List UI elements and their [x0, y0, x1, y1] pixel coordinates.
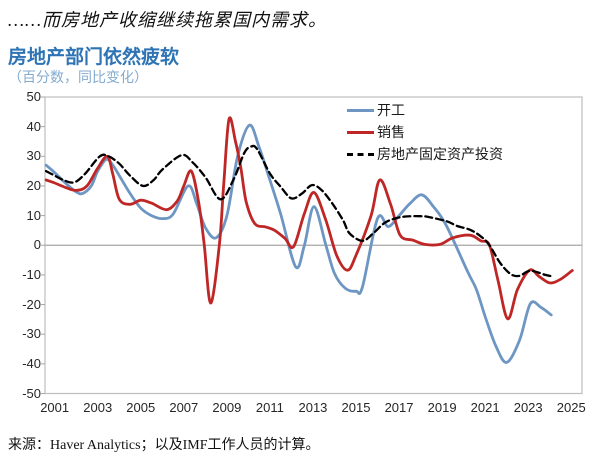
x-tick-label: 2003	[83, 400, 113, 415]
chart-subtitle: （百分数，同比变化）	[8, 69, 148, 85]
y-tick-label: 30	[26, 148, 41, 164]
legend-label: 开工	[377, 102, 405, 118]
x-tick-label: 2001	[40, 400, 70, 415]
legend-label: 销售	[377, 124, 405, 140]
x-tick-label: 2005	[126, 400, 156, 415]
chart-legend: 开工销售房地产固定资产投资	[347, 99, 503, 165]
source-note: 来源：Haver Analytics；以及IMF工作人员的计算。	[8, 438, 320, 453]
legend-item: 开工	[347, 99, 503, 121]
legend-item: 房地产固定资产投资	[347, 143, 503, 165]
y-tick-label: -20	[22, 296, 41, 312]
legend-label: 房地产固定资产投资	[377, 146, 503, 162]
x-tick-label: 2019	[427, 400, 457, 415]
x-tick-label: 2007	[169, 400, 199, 415]
page-heading: ……而房地产收缩继续拖累国内需求。	[8, 10, 328, 30]
x-tick-label: 2013	[298, 400, 328, 415]
x-tick-label: 2009	[212, 400, 242, 415]
x-tick-label: 2021	[470, 400, 500, 415]
y-tick-label: 40	[26, 118, 41, 134]
x-tick-label: 2023	[513, 400, 543, 415]
series-line-2	[44, 116, 574, 321]
x-tick-label: 2017	[384, 400, 414, 415]
x-tick-label: 2011	[255, 400, 284, 415]
legend-item: 销售	[347, 121, 503, 143]
x-tick-label: 2025	[556, 400, 586, 415]
x-tick-label: 2015	[341, 400, 371, 415]
series-line-3	[44, 144, 556, 278]
y-tick-label: 20	[26, 177, 41, 193]
y-tick-label: 0	[33, 237, 41, 253]
y-tick-label: -30	[22, 326, 41, 342]
series-line-1	[44, 123, 553, 364]
y-tick-label: -40	[22, 355, 41, 371]
y-tick-label: -10	[22, 266, 41, 282]
y-tick-label: 10	[26, 207, 41, 223]
legend-line-marker	[347, 130, 374, 134]
y-tick-label: 50	[26, 89, 41, 104]
y-tick-label: -50	[22, 385, 41, 401]
chart-title: 房地产部门依然疲软	[8, 47, 180, 68]
legend-line-marker	[347, 108, 374, 112]
legend-line-marker	[347, 152, 374, 156]
